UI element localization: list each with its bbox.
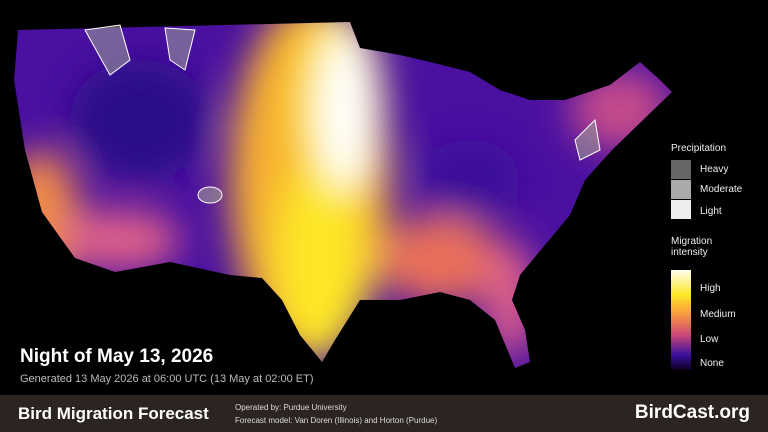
subtitle: Generated 13 May 2026 at 06:00 UTC (13 M…: [20, 373, 314, 385]
footer-title: Bird Migration Forecast: [18, 404, 209, 423]
swatch: [671, 200, 691, 219]
map: [14, 22, 672, 368]
legend-item: Medium: [700, 309, 736, 320]
site-link[interactable]: BirdCast.org: [634, 402, 750, 423]
precipitation: [84, 24, 601, 204]
legend-item: Moderate: [700, 184, 743, 195]
legend-item: Light: [700, 206, 722, 217]
swatch: [671, 180, 691, 199]
color-bar: [671, 270, 691, 370]
legend-title: Precipitation: [671, 143, 727, 154]
legend-item: Low: [700, 334, 719, 345]
legend-title: Migration intensity: [671, 236, 713, 258]
swatch: [671, 160, 691, 179]
operator: Operated by: Purdue University: [235, 403, 347, 412]
model: Forecast model: Van Doren (Illinois) and…: [235, 416, 438, 425]
legend-item: High: [700, 283, 721, 294]
legend-item: Heavy: [700, 164, 729, 175]
legend-item: None: [700, 358, 724, 369]
title: Night of May 13, 2026: [20, 346, 214, 367]
footer: [0, 395, 768, 432]
